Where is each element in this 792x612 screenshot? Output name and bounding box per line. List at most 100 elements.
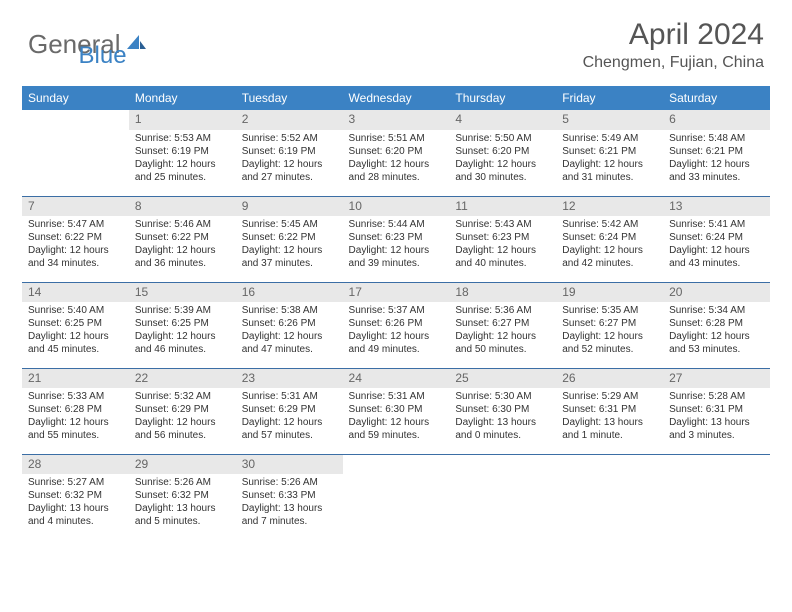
calendar-day-cell: 18Sunrise: 5:36 AMSunset: 6:27 PMDayligh…: [449, 282, 556, 368]
sunset-line: Sunset: 6:28 PM: [669, 317, 764, 330]
day-body: Sunrise: 5:31 AMSunset: 6:30 PMDaylight:…: [343, 390, 450, 442]
calendar-empty-cell: [343, 454, 450, 540]
weekday-header: Friday: [556, 86, 663, 110]
sunrise-line: Sunrise: 5:26 AM: [135, 476, 230, 489]
daylight-line: Daylight: 12 hours and 56 minutes.: [135, 416, 230, 442]
calendar-day-cell: 24Sunrise: 5:31 AMSunset: 6:30 PMDayligh…: [343, 368, 450, 454]
calendar-day-cell: 28Sunrise: 5:27 AMSunset: 6:32 PMDayligh…: [22, 454, 129, 540]
day-number: 15: [129, 283, 236, 303]
day-number: 30: [236, 455, 343, 475]
sunset-line: Sunset: 6:22 PM: [135, 231, 230, 244]
brand-text-blue: Blue: [79, 42, 127, 70]
title-block: April 2024 Chengmen, Fujian, China: [583, 18, 764, 72]
daylight-line: Daylight: 12 hours and 40 minutes.: [455, 244, 550, 270]
day-number: 14: [22, 283, 129, 303]
day-body: Sunrise: 5:32 AMSunset: 6:29 PMDaylight:…: [129, 390, 236, 442]
day-number: 9: [236, 197, 343, 217]
day-body: Sunrise: 5:26 AMSunset: 6:33 PMDaylight:…: [236, 476, 343, 528]
day-number: 2: [236, 110, 343, 130]
sunset-line: Sunset: 6:28 PM: [28, 403, 123, 416]
sunset-line: Sunset: 6:23 PM: [455, 231, 550, 244]
day-body: Sunrise: 5:29 AMSunset: 6:31 PMDaylight:…: [556, 390, 663, 442]
sunset-line: Sunset: 6:21 PM: [669, 145, 764, 158]
day-body: Sunrise: 5:36 AMSunset: 6:27 PMDaylight:…: [449, 304, 556, 356]
day-number: 26: [556, 369, 663, 389]
day-number: 23: [236, 369, 343, 389]
daylight-line: Daylight: 12 hours and 34 minutes.: [28, 244, 123, 270]
day-number: 6: [663, 110, 770, 130]
day-number: 11: [449, 197, 556, 217]
sunrise-line: Sunrise: 5:38 AM: [242, 304, 337, 317]
calendar-day-cell: 10Sunrise: 5:44 AMSunset: 6:23 PMDayligh…: [343, 196, 450, 282]
day-number: 3: [343, 110, 450, 130]
calendar-week-row: 7Sunrise: 5:47 AMSunset: 6:22 PMDaylight…: [22, 196, 770, 282]
sunrise-line: Sunrise: 5:49 AM: [562, 132, 657, 145]
brand-sail-icon: [125, 31, 147, 58]
sunset-line: Sunset: 6:26 PM: [242, 317, 337, 330]
sunset-line: Sunset: 6:33 PM: [242, 489, 337, 502]
day-number: 17: [343, 283, 450, 303]
calendar-day-cell: 1Sunrise: 5:53 AMSunset: 6:19 PMDaylight…: [129, 110, 236, 196]
daylight-line: Daylight: 13 hours and 7 minutes.: [242, 502, 337, 528]
calendar-day-cell: 5Sunrise: 5:49 AMSunset: 6:21 PMDaylight…: [556, 110, 663, 196]
calendar-day-cell: 29Sunrise: 5:26 AMSunset: 6:32 PMDayligh…: [129, 454, 236, 540]
daylight-line: Daylight: 13 hours and 1 minute.: [562, 416, 657, 442]
sunset-line: Sunset: 6:22 PM: [28, 231, 123, 244]
calendar-day-cell: 20Sunrise: 5:34 AMSunset: 6:28 PMDayligh…: [663, 282, 770, 368]
sunset-line: Sunset: 6:20 PM: [349, 145, 444, 158]
sunrise-line: Sunrise: 5:39 AM: [135, 304, 230, 317]
day-body: Sunrise: 5:27 AMSunset: 6:32 PMDaylight:…: [22, 476, 129, 528]
day-body: Sunrise: 5:52 AMSunset: 6:19 PMDaylight:…: [236, 132, 343, 184]
day-number: 25: [449, 369, 556, 389]
calendar-day-cell: 17Sunrise: 5:37 AMSunset: 6:26 PMDayligh…: [343, 282, 450, 368]
calendar-day-cell: 12Sunrise: 5:42 AMSunset: 6:24 PMDayligh…: [556, 196, 663, 282]
day-body: Sunrise: 5:39 AMSunset: 6:25 PMDaylight:…: [129, 304, 236, 356]
day-body: Sunrise: 5:34 AMSunset: 6:28 PMDaylight:…: [663, 304, 770, 356]
sunrise-line: Sunrise: 5:42 AM: [562, 218, 657, 231]
day-number: 21: [22, 369, 129, 389]
day-number: 7: [22, 197, 129, 217]
day-number: 1: [129, 110, 236, 130]
daylight-line: Daylight: 13 hours and 4 minutes.: [28, 502, 123, 528]
day-body: Sunrise: 5:53 AMSunset: 6:19 PMDaylight:…: [129, 132, 236, 184]
sunrise-line: Sunrise: 5:37 AM: [349, 304, 444, 317]
sunrise-line: Sunrise: 5:52 AM: [242, 132, 337, 145]
calendar-week-row: 14Sunrise: 5:40 AMSunset: 6:25 PM Dayligh…: [22, 282, 770, 368]
day-body: Sunrise: 5:46 AMSunset: 6:22 PMDaylight:…: [129, 218, 236, 270]
sunset-line: Sunset: 6:25 PM: [28, 317, 123, 330]
sunset-line: Sunset: 6:29 PM: [242, 403, 337, 416]
calendar-day-cell: 15Sunrise: 5:39 AMSunset: 6:25 PMDayligh…: [129, 282, 236, 368]
day-number: 29: [129, 455, 236, 475]
sunrise-line: Sunrise: 5:40 AM: [28, 304, 123, 317]
brand-logo: General Blue: [28, 18, 127, 70]
day-number: 8: [129, 197, 236, 217]
daylight-line: Daylight: 12 hours and 46 minutes.: [135, 330, 230, 356]
day-number: 5: [556, 110, 663, 130]
daylight-line: Daylight: 12 hours and 42 minutes.: [562, 244, 657, 270]
sunrise-line: Sunrise: 5:45 AM: [242, 218, 337, 231]
daylight-line: Daylight: 12 hours and 49 minutes.: [349, 330, 444, 356]
location-subtitle: Chengmen, Fujian, China: [583, 54, 764, 72]
calendar-day-cell: 7Sunrise: 5:47 AMSunset: 6:22 PMDaylight…: [22, 196, 129, 282]
calendar-day-cell: 2Sunrise: 5:52 AMSunset: 6:19 PMDaylight…: [236, 110, 343, 196]
sunset-line: Sunset: 6:19 PM: [135, 145, 230, 158]
sunrise-line: Sunrise: 5:51 AM: [349, 132, 444, 145]
sunrise-line: Sunrise: 5:48 AM: [669, 132, 764, 145]
sunset-line: Sunset: 6:29 PM: [135, 403, 230, 416]
sunrise-line: Sunrise: 5:50 AM: [455, 132, 550, 145]
sunrise-line: Sunrise: 5:34 AM: [669, 304, 764, 317]
sunrise-line: Sunrise: 5:35 AM: [562, 304, 657, 317]
day-body: Sunrise: 5:42 AMSunset: 6:24 PMDaylight:…: [556, 218, 663, 270]
daylight-line: Daylight: 12 hours and 25 minutes.: [135, 158, 230, 184]
day-body: Sunrise: 5:38 AMSunset: 6:26 PMDaylight:…: [236, 304, 343, 356]
daylight-line: Daylight: 12 hours and 59 minutes.: [349, 416, 444, 442]
sunrise-line: Sunrise: 5:33 AM: [28, 390, 123, 403]
sunrise-line: Sunrise: 5:26 AM: [242, 476, 337, 489]
calendar-body: 1Sunrise: 5:53 AMSunset: 6:19 PMDaylight…: [22, 110, 770, 540]
sunset-line: Sunset: 6:23 PM: [349, 231, 444, 244]
sunrise-line: Sunrise: 5:32 AM: [135, 390, 230, 403]
sunrise-line: Sunrise: 5:43 AM: [455, 218, 550, 231]
day-body: Sunrise: 5:26 AMSunset: 6:32 PMDaylight:…: [129, 476, 236, 528]
calendar-day-cell: 6Sunrise: 5:48 AMSunset: 6:21 PMDaylight…: [663, 110, 770, 196]
calendar-empty-cell: [556, 454, 663, 540]
